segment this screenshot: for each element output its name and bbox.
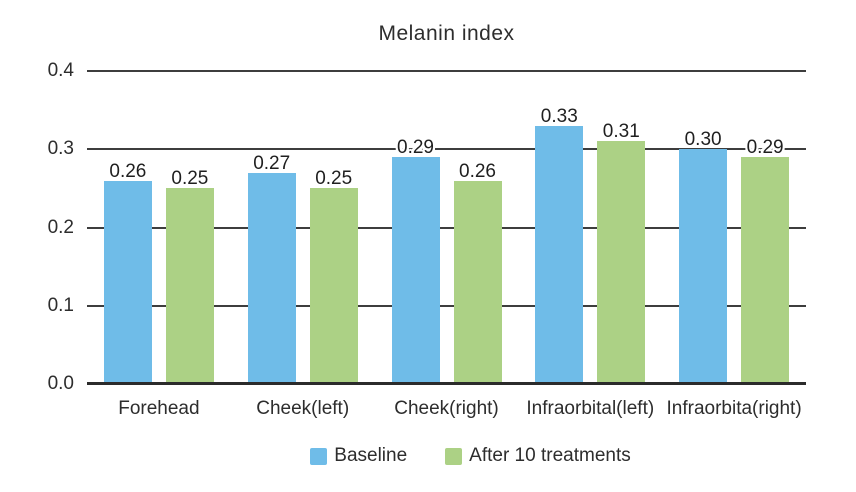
legend-swatch bbox=[445, 447, 463, 465]
legend-item: Baseline bbox=[310, 445, 407, 467]
gridline bbox=[87, 226, 806, 229]
legend-label: After 10 treatments bbox=[469, 445, 631, 466]
bar bbox=[247, 172, 296, 384]
x-axis-line bbox=[87, 382, 806, 385]
legend-label: Baseline bbox=[334, 445, 408, 466]
bar-value-label: 0.33 bbox=[540, 105, 578, 127]
bar-value-label: 0.30 bbox=[684, 129, 722, 151]
chart-title: Melanin index bbox=[378, 22, 515, 45]
bar bbox=[453, 180, 502, 384]
bar bbox=[741, 157, 790, 384]
x-axis-category-label: Forehead bbox=[118, 398, 200, 419]
bar bbox=[679, 149, 728, 384]
y-axis-tick-label: 0.2 bbox=[47, 216, 74, 238]
bar-value-label: 0.31 bbox=[602, 121, 640, 143]
bar bbox=[165, 188, 214, 384]
bar-value-label: 0.26 bbox=[459, 160, 496, 182]
y-axis-tick-label: 0.1 bbox=[47, 294, 74, 316]
y-axis-tick-label: 0.4 bbox=[47, 60, 74, 81]
bar-value-label: 0.29 bbox=[397, 137, 434, 159]
legend: Baseline After 10 treatments bbox=[111, 445, 830, 467]
bar-value-label: 0.27 bbox=[253, 152, 291, 174]
bar bbox=[391, 157, 440, 384]
bar-value-label: 0.25 bbox=[315, 168, 353, 190]
bar-value-label: 0.26 bbox=[109, 160, 147, 182]
bar-value-label: 0.29 bbox=[746, 137, 784, 159]
gridline bbox=[87, 148, 806, 151]
gridline bbox=[87, 304, 806, 307]
legend-item: After 10 treatments bbox=[445, 445, 631, 467]
y-axis-tick-label: 0.3 bbox=[47, 138, 74, 160]
legend-swatch bbox=[310, 447, 328, 465]
bar bbox=[597, 141, 646, 384]
bar-value-label: 0.25 bbox=[171, 168, 209, 190]
x-axis-category-label: Cheek(right) bbox=[394, 398, 499, 419]
bar bbox=[309, 188, 358, 384]
x-axis-category-label: Infraorbita(right) bbox=[666, 398, 802, 419]
bar bbox=[103, 180, 152, 384]
y-axis-tick-label: 0.0 bbox=[47, 373, 74, 394]
x-axis-category-label: Cheek(left) bbox=[256, 398, 350, 419]
x-axis-category-label: Infraorbital(left) bbox=[526, 398, 655, 419]
gridline bbox=[87, 70, 806, 72]
bar bbox=[535, 125, 584, 384]
